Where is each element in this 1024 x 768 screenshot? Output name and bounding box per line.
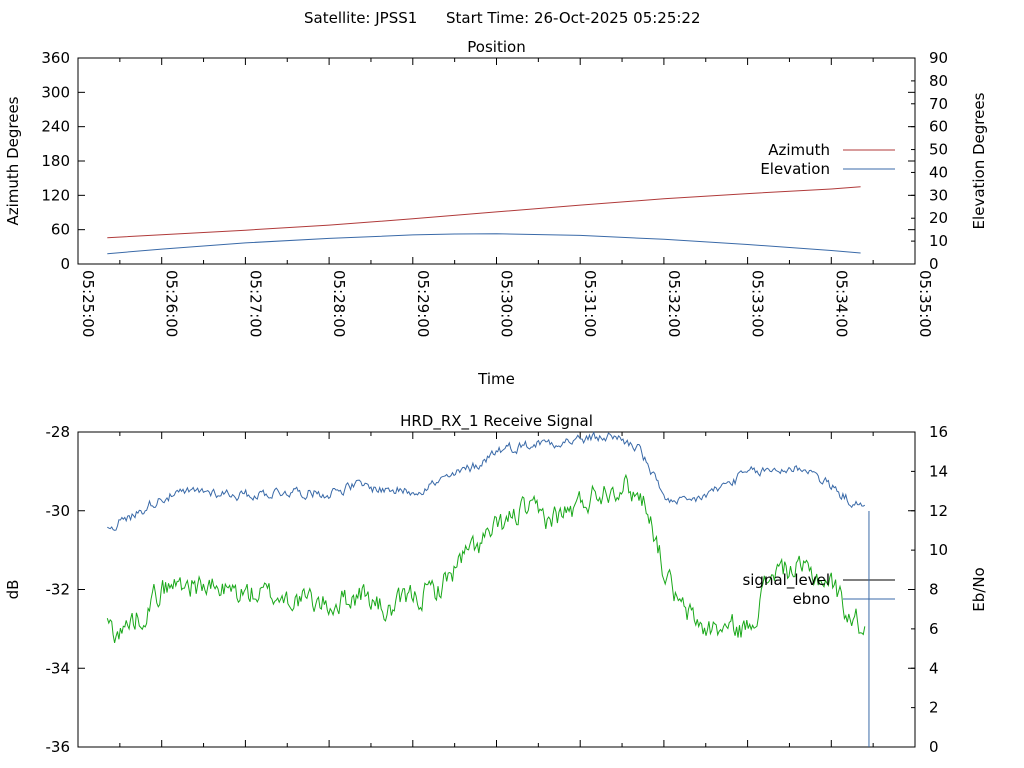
y2-tick-label: 80 [929, 72, 948, 90]
y2-tick-label: 10 [929, 541, 948, 559]
y-tick-label: -32 [46, 581, 71, 599]
y2-tick-label: 2 [929, 699, 939, 717]
x-tick-label: 05:30:00 [498, 270, 516, 337]
legend-label: Azimuth [768, 141, 830, 159]
y-tick-label: 240 [41, 118, 70, 136]
x-tick-label: 05:26:00 [163, 270, 181, 337]
y2-axis-label: Eb/No [970, 567, 988, 611]
y2-tick-label: 6 [929, 620, 939, 638]
y2-axis-label: Elevation Degrees [970, 92, 988, 229]
y-tick-label: 60 [51, 221, 70, 239]
y-axis-label: Azimuth Degrees [4, 96, 22, 225]
chart-title: Position [467, 38, 525, 56]
x-tick-label: 05:28:00 [330, 270, 348, 337]
position-chart: Position 0 60 120 180 240 300 360 0 10 20 30 40 50 60 7… [4, 38, 988, 388]
legend-label: signal_level [742, 571, 830, 590]
y2-tick-label: 12 [929, 502, 948, 520]
y-tick-label: -34 [46, 659, 71, 677]
y-tick-label: -30 [46, 502, 71, 520]
y2-tick-label: 30 [929, 186, 948, 204]
y-tick-label: -36 [46, 738, 71, 756]
receive-signal-chart: HRD_RX_1 Receive Signal -36 -34 -32 -30 -28 0 2… [4, 412, 988, 756]
series-signal_level-line [106, 473, 866, 644]
y-tick-label: 180 [41, 152, 70, 170]
x-tick-label: 05:35:00 [916, 270, 934, 337]
legend-label: Elevation [760, 160, 830, 178]
y2-tick-label: 16 [929, 423, 948, 441]
y-axis-label: dB [4, 580, 22, 600]
x-tick-label: 05:27:00 [246, 270, 264, 337]
legend-label: ebno [793, 590, 830, 608]
y2-tick-label: 4 [929, 659, 939, 677]
chart-title: HRD_RX_1 Receive Signal [400, 412, 593, 431]
y-tick-label: 0 [60, 255, 70, 273]
series-elevation-line [107, 233, 861, 255]
y-tick-label: 120 [41, 186, 70, 204]
x-axis-label: Time [477, 370, 515, 388]
satellite-label: Satellite: JPSS1 [304, 9, 417, 27]
series-azimuth-line [107, 186, 861, 239]
y2-tick-label: 0 [929, 255, 939, 273]
y2-tick-label: 8 [929, 581, 939, 599]
y-tick-label: 300 [41, 83, 70, 101]
plot-frame [77, 431, 916, 748]
y-tick-label: -28 [46, 423, 71, 441]
y2-tick-label: 70 [929, 95, 948, 113]
y-tick-label: 360 [41, 49, 70, 67]
x-tick-label: 05:25:00 [79, 270, 97, 337]
x-tick-label: 05:31:00 [581, 270, 599, 337]
y2-tick-label: 40 [929, 163, 948, 181]
y2-tick-label: 20 [929, 209, 948, 227]
x-tick-label: 05:29:00 [414, 270, 432, 337]
y2-tick-label: 60 [929, 118, 948, 136]
y2-tick-label: 50 [929, 141, 948, 159]
x-tick-label: 05:33:00 [749, 270, 767, 337]
y2-tick-label: 14 [929, 462, 948, 480]
y2-tick-label: 10 [929, 232, 948, 250]
y2-tick-label: 90 [929, 49, 948, 67]
y2-tick-label: 0 [929, 738, 939, 756]
start-time-label: Start Time: 26-Oct-2025 05:25:22 [446, 9, 701, 27]
x-tick-label: 05:32:00 [665, 270, 683, 337]
series-ebno-line [107, 431, 866, 531]
x-tick-label: 05:34:00 [832, 270, 850, 337]
